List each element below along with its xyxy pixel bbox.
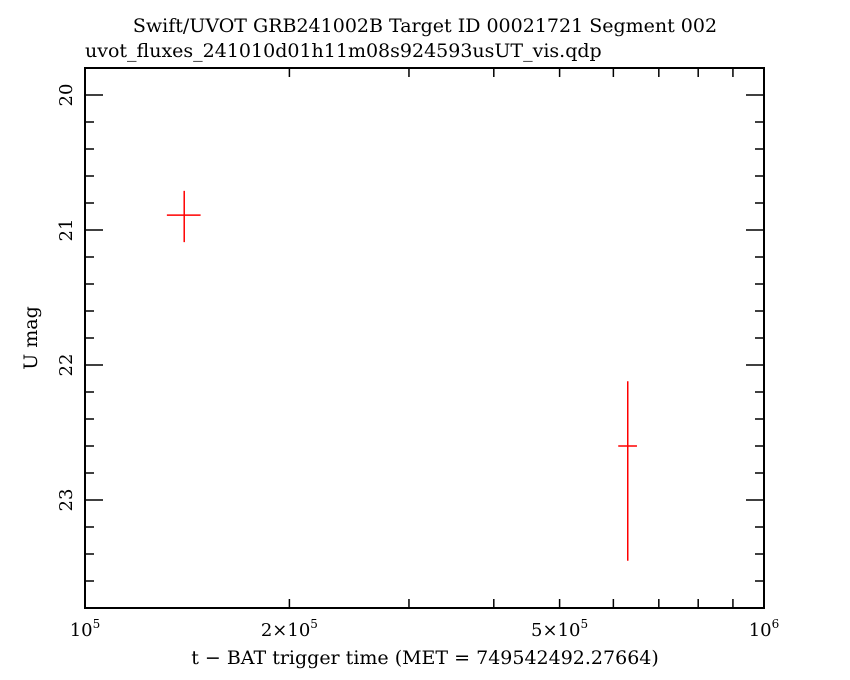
y-tick-label: 20: [56, 84, 77, 107]
data-point: [166, 190, 201, 243]
x-tick-label: 106: [749, 617, 780, 641]
y-tick-labels: 20 21 22 23: [56, 84, 77, 512]
x-tick-label: 105: [70, 617, 101, 641]
y-tick-label: 21: [56, 219, 77, 242]
x-tick-label: 2×105: [261, 617, 318, 641]
data-points: [166, 190, 637, 561]
y-axis-label: U mag: [20, 306, 42, 370]
x-tick-labels: 105 2×105 5×105 106: [70, 617, 780, 641]
x-axis-label: t − BAT trigger time (MET = 749542492.27…: [191, 647, 659, 669]
plot-frame: [84, 67, 765, 609]
y-tick-label: 22: [56, 354, 77, 377]
axis-ticks: [84, 67, 765, 609]
y-tick-label: 23: [56, 489, 77, 512]
chart-title: Swift/UVOT GRB241002B Target ID 00021721…: [133, 15, 717, 37]
data-point: [618, 381, 637, 561]
chart-subtitle: uvot_fluxes_241010d01h11m08s924593usUT_v…: [85, 40, 602, 62]
x-tick-label: 5×105: [531, 617, 588, 641]
